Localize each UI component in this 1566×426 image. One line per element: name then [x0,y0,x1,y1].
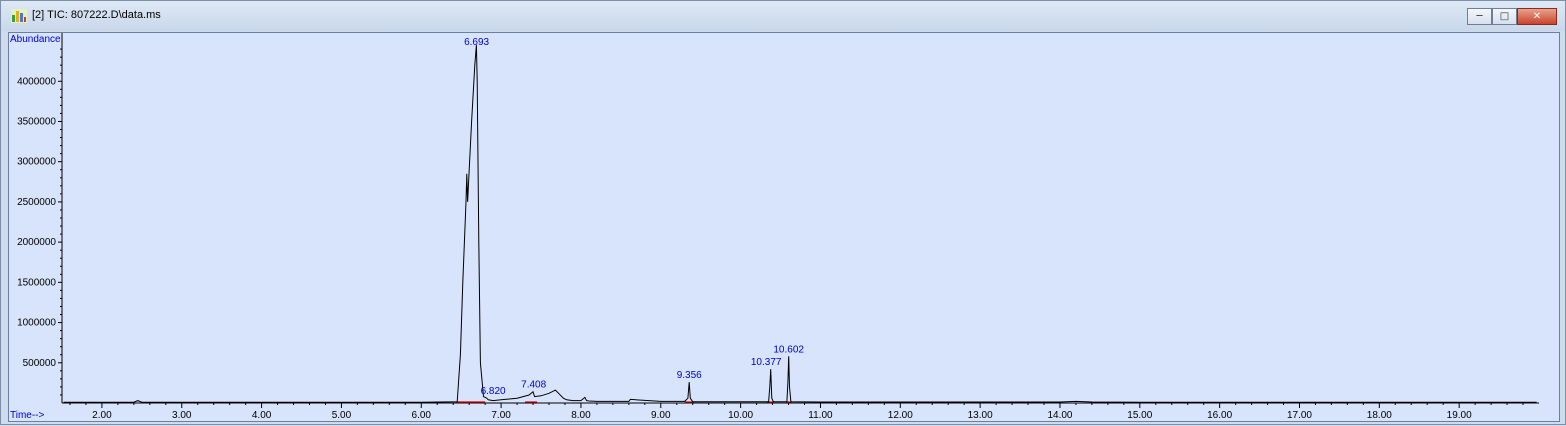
x-tick-label: 14.00 [1047,410,1072,421]
x-tick-label: 16.00 [1207,410,1232,421]
peak-label: 6.820 [481,386,506,397]
y-axis-label: Abundance [10,34,61,45]
x-tick-label: 4.00 [252,410,272,421]
chromatogram-app-icon [11,9,27,23]
y-tick-group: 500000 1000000 1500000 2000000 2500000 300000… [17,48,62,396]
x-tick-label: 15.00 [1127,410,1152,421]
x-tick-label: 9.00 [651,410,671,421]
y-tick-label: 2000000 [17,237,56,248]
peak-label: 9.356 [677,370,702,381]
window-controls: ─ □ ✕ [1467,8,1557,25]
title-bar[interactable]: [2] TIC: 807222.D\data.ms ─ □ ✕ [1,1,1565,31]
peak-label-group: 6.693 6.820 7.408 9.356 10.377 10.602 [464,37,804,397]
window-title: [2] TIC: 807222.D\data.ms [32,9,161,21]
x-tick-group: 2.00 3.00 4.00 5.00 6.00 7.00 8.00 9.00 10.00 11.… [69,403,1524,421]
peak-label: 6.693 [464,37,489,48]
peak-label: 10.377 [751,357,782,368]
peak-label: 7.408 [521,380,546,391]
x-axis-label: Time--> [10,410,45,421]
tic-chart: Abundance Time--> 500000 1000000 1500000 20… [10,33,1539,421]
x-tick-label: 13.00 [968,410,993,421]
maximize-icon[interactable]: □ [1492,8,1517,25]
x-tick-label: 8.00 [571,410,591,421]
y-tick-label: 500000 [23,358,57,369]
y-tick-label: 2500000 [17,197,56,208]
chromatogram-plot-area: Abundance Time--> 500000 1000000 1500000 20… [8,32,1560,422]
y-tick-label: 1500000 [17,277,56,288]
x-tick-label: 17.00 [1287,410,1312,421]
x-tick-label: 3.00 [172,410,192,421]
x-tick-label: 6.00 [412,410,432,421]
y-tick-label: 3000000 [17,157,56,168]
close-icon[interactable]: ✕ [1517,8,1557,25]
x-tick-label: 10.00 [728,410,753,421]
x-tick-label: 19.00 [1447,410,1472,421]
y-tick-label: 1000000 [17,318,56,329]
x-tick-label: 5.00 [332,410,352,421]
tic-trace-line [63,45,1537,403]
x-tick-label: 2.00 [92,410,112,421]
x-tick-label: 7.00 [491,410,511,421]
peak-label: 10.602 [773,344,804,355]
x-tick-label: 11.00 [808,410,833,421]
y-tick-label: 4000000 [17,76,56,87]
y-tick-label: 3500000 [17,116,56,127]
x-tick-label: 12.00 [888,410,913,421]
x-tick-label: 18.00 [1367,410,1392,421]
minimize-icon[interactable]: ─ [1467,8,1492,25]
